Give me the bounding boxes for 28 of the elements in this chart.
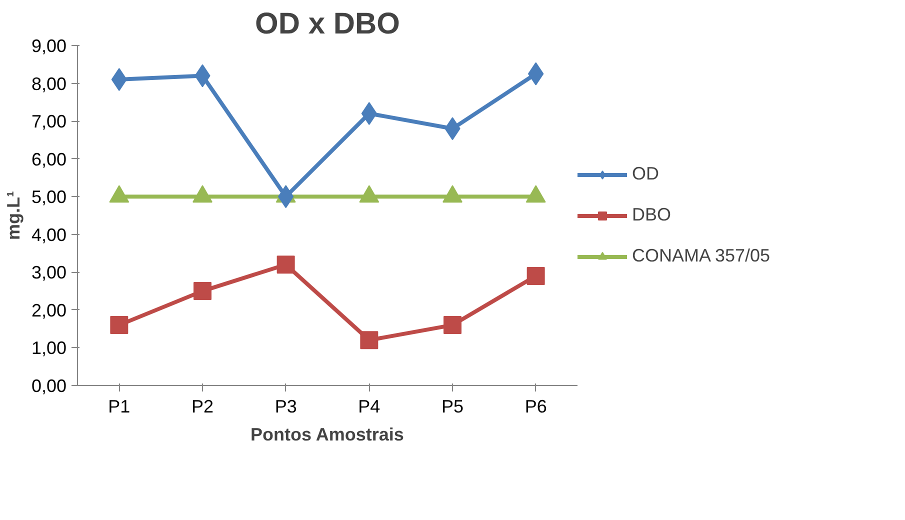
y-tick-label: 4,00 (31, 224, 67, 245)
y-tick-label: 9,00 (31, 36, 67, 56)
y-tick-label: 5,00 (31, 187, 67, 208)
y-tick-label: 2,00 (31, 300, 67, 320)
x-tick-label: P2 (191, 396, 214, 416)
legend-label: OD (632, 164, 659, 184)
legend-label: CONAMA 357/05 (632, 246, 770, 266)
y-tick-label: 1,00 (31, 338, 67, 358)
y-tick-label: 3,00 (31, 262, 67, 283)
x-tick-label: P3 (274, 396, 297, 416)
point (194, 282, 212, 300)
point (526, 266, 545, 285)
legend-label: DBO (632, 204, 672, 226)
x-tick-label: P1 (108, 396, 130, 416)
point (360, 331, 378, 350)
point (276, 256, 295, 274)
y-tick-label: 6,00 (31, 149, 67, 170)
y-tick-label: 8,00 (31, 74, 67, 94)
y-tick-label: 7,00 (31, 112, 67, 132)
point (444, 316, 462, 334)
chart-title: OD x DBO (254, 8, 400, 40)
y-axis-title: mg.L¹ (3, 190, 24, 240)
x-tick-label: P4 (358, 396, 380, 416)
point (110, 316, 128, 334)
x-axis-title: Pontos Amostrais (250, 424, 404, 444)
y-tick-label: 0,00 (31, 376, 67, 396)
x-tick-label: P5 (441, 396, 464, 416)
x-tick-label: P6 (524, 396, 547, 416)
